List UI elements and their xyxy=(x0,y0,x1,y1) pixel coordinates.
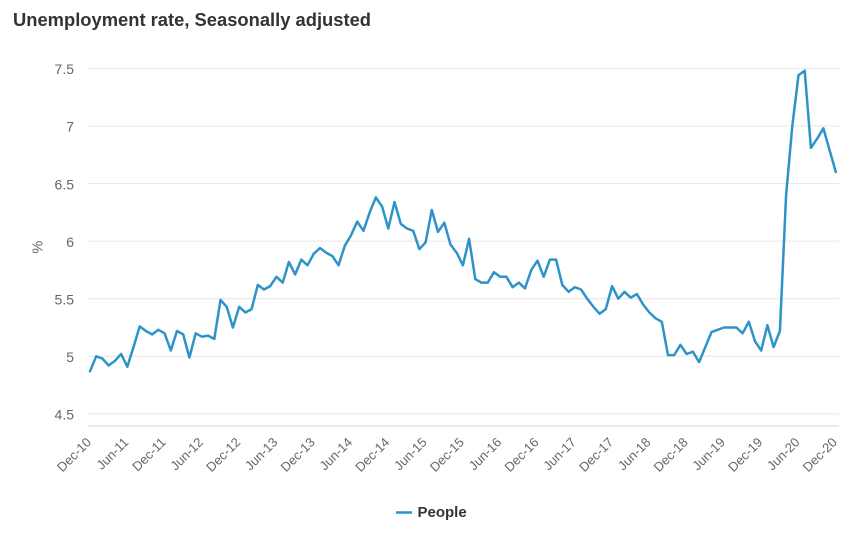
svg-text:5: 5 xyxy=(66,349,74,365)
svg-text:7: 7 xyxy=(66,119,74,135)
svg-text:5.5: 5.5 xyxy=(55,291,75,307)
svg-text:6: 6 xyxy=(66,234,74,250)
svg-text:Unemployment rate, Seasonally: Unemployment rate, Seasonally adjusted xyxy=(13,10,371,30)
svg-text:4.5: 4.5 xyxy=(55,407,75,423)
svg-text:7.5: 7.5 xyxy=(55,61,75,77)
svg-text:6.5: 6.5 xyxy=(55,176,75,192)
svg-text:People: People xyxy=(418,504,467,521)
svg-text:%: % xyxy=(30,241,46,254)
